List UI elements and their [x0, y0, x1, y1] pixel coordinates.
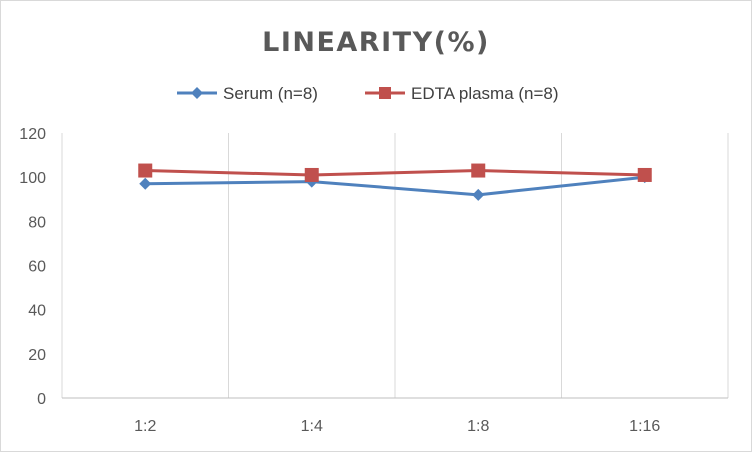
y-tick-label: 60	[28, 259, 46, 276]
x-tick-label: 1:2	[134, 418, 156, 435]
y-tick-label: 0	[37, 391, 46, 408]
series-line	[145, 169, 645, 177]
x-tick-label: 1:16	[629, 418, 660, 435]
series	[138, 163, 652, 182]
legend-label: EDTA plasma (n=8)	[411, 84, 559, 103]
chart-title: LINEARITY(%)	[262, 27, 490, 58]
y-tick-label: 120	[19, 126, 46, 143]
data-point-square	[304, 167, 319, 182]
data-point-diamond	[139, 177, 152, 190]
x-axis: 1:2 1:4 1:8 1:16	[62, 397, 728, 435]
series-layer	[138, 163, 652, 201]
x-tick-label: 1:8	[467, 418, 489, 435]
y-tick-label: 20	[28, 347, 46, 364]
y-axis: 0 20 40 60 80 100 120	[19, 126, 46, 408]
legend: Serum (n=8) EDTA plasma (n=8)	[177, 84, 559, 103]
x-tick-label: 1:4	[301, 418, 323, 435]
data-point-square	[138, 163, 153, 178]
y-tick-label: 80	[28, 214, 46, 231]
legend-label: Serum (n=8)	[223, 84, 318, 103]
legend-diamond-marker	[191, 87, 203, 99]
data-point-square	[637, 167, 652, 182]
y-tick-label: 40	[28, 303, 46, 320]
legend-square-marker	[379, 87, 391, 99]
legend-item: Serum (n=8)	[177, 84, 318, 103]
legend-item: EDTA plasma (n=8)	[365, 84, 559, 103]
data-point-square	[471, 163, 486, 178]
y-tick-label: 100	[19, 170, 46, 187]
grid	[61, 133, 729, 398]
data-point-diamond	[472, 188, 485, 201]
series-line	[145, 175, 645, 197]
